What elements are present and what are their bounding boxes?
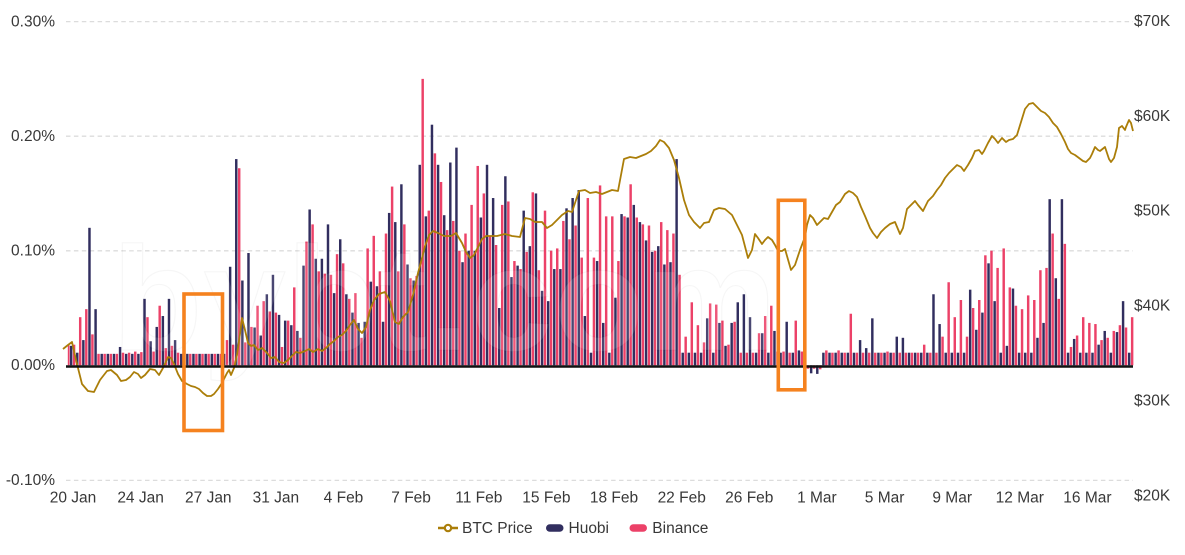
svg-text:$30K: $30K: [1134, 392, 1171, 409]
svg-text:Huobi: Huobi: [569, 520, 610, 537]
svg-text:-0.10%: -0.10%: [6, 472, 55, 489]
svg-text:9 Mar: 9 Mar: [932, 490, 972, 507]
svg-text:7 Feb: 7 Feb: [391, 490, 431, 507]
svg-text:11 Feb: 11 Feb: [455, 490, 502, 507]
svg-text:12 Mar: 12 Mar: [996, 490, 1044, 507]
svg-text:4 Feb: 4 Feb: [324, 490, 364, 507]
svg-text:bybt.com: bybt.com: [112, 217, 778, 382]
svg-text:Binance: Binance: [652, 520, 708, 537]
svg-text:26 Feb: 26 Feb: [725, 490, 773, 507]
svg-text:0.00%: 0.00%: [11, 357, 55, 374]
svg-text:24 Jan: 24 Jan: [117, 490, 164, 507]
svg-text:$60K: $60K: [1134, 108, 1171, 125]
svg-text:15 Feb: 15 Feb: [522, 490, 570, 507]
svg-text:$40K: $40K: [1134, 298, 1171, 315]
svg-text:5 Mar: 5 Mar: [865, 490, 905, 507]
svg-text:$20K: $20K: [1134, 487, 1171, 504]
svg-text:22 Feb: 22 Feb: [658, 490, 706, 507]
svg-text:18 Feb: 18 Feb: [590, 490, 638, 507]
svg-text:20 Jan: 20 Jan: [50, 490, 97, 507]
svg-text:27 Jan: 27 Jan: [185, 490, 232, 507]
svg-text:31 Jan: 31 Jan: [253, 490, 300, 507]
svg-text:0.20%: 0.20%: [11, 128, 55, 145]
svg-text:$50K: $50K: [1134, 203, 1171, 220]
svg-text:1 Mar: 1 Mar: [797, 490, 837, 507]
svg-text:BTC Price: BTC Price: [462, 520, 533, 537]
svg-text:0.30%: 0.30%: [11, 13, 55, 30]
svg-text:16 Mar: 16 Mar: [1063, 490, 1111, 507]
svg-text:$70K: $70K: [1134, 13, 1171, 30]
svg-text:0.10%: 0.10%: [11, 243, 55, 260]
